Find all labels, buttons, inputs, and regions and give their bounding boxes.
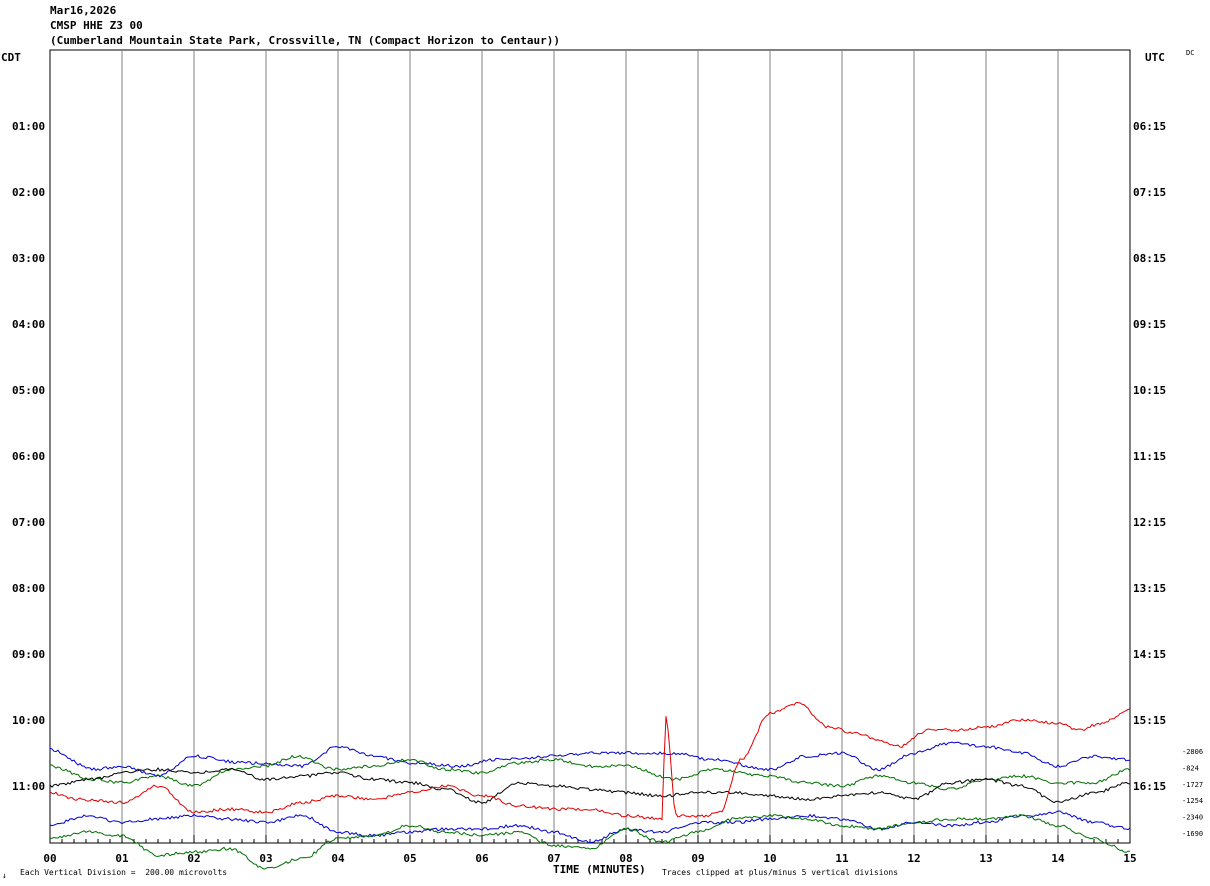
x-tick-label: 12 — [907, 852, 920, 865]
trace-offset-label: -2340 — [1182, 814, 1203, 822]
x-tick-label: 15 — [1123, 852, 1136, 865]
x-tick-label: 10 — [763, 852, 776, 865]
left-hour-label: 11:00 — [12, 780, 45, 793]
x-tick-label: 07 — [547, 852, 560, 865]
x-tick-label: 05 — [403, 852, 416, 865]
seismic-trace — [49, 767, 1131, 804]
left-hour-label: 03:00 — [12, 252, 45, 265]
x-tick-label: 04 — [331, 852, 345, 865]
right-hour-label: 08:15 — [1133, 252, 1166, 265]
right-hour-label: 11:15 — [1133, 450, 1166, 463]
x-tick-label: 14 — [1051, 852, 1065, 865]
right-hour-label: 13:15 — [1133, 582, 1166, 595]
seismic-trace — [49, 810, 1131, 844]
trace-offset-label: -1727 — [1182, 781, 1203, 789]
chart-date: Mar16,2026 — [50, 4, 117, 17]
x-tick-label: 01 — [115, 852, 129, 865]
trace-offset-label: -1690 — [1182, 830, 1203, 838]
left-timezone-label: CDT — [1, 51, 21, 64]
right-hour-label: 16:15 — [1133, 780, 1166, 793]
chart-station: CMSP HHE Z3 00 — [50, 19, 143, 32]
left-hour-label: 08:00 — [12, 582, 45, 595]
left-hour-label: 10:00 — [12, 714, 45, 727]
x-tick-label: 09 — [691, 852, 704, 865]
x-tick-label: 08 — [619, 852, 632, 865]
dc-label: DC — [1186, 49, 1195, 57]
trace-offset-label: -2806 — [1182, 748, 1203, 756]
x-tick-label: 06 — [475, 852, 489, 865]
right-hour-label: 06:15 — [1133, 120, 1166, 133]
left-hour-label: 01:00 — [12, 120, 45, 133]
division-note: Each Vertical Division = 200.00 microvol… — [20, 868, 228, 877]
x-tick-label: 03 — [259, 852, 272, 865]
left-hour-label: 02:00 — [12, 186, 45, 199]
seismic-trace — [49, 741, 1131, 778]
seismic-trace — [49, 754, 1131, 791]
right-hour-label: 15:15 — [1133, 714, 1166, 727]
seismic-trace — [49, 702, 1131, 821]
corner-mark: ↓ — [2, 871, 7, 880]
x-tick-label: 13 — [979, 852, 992, 865]
left-hour-label: 05:00 — [12, 384, 45, 397]
right-hour-label: 10:15 — [1133, 384, 1166, 397]
plot-frame — [49, 49, 1131, 844]
right-hour-label: 14:15 — [1133, 648, 1166, 661]
right-timezone-label: UTC — [1145, 51, 1165, 64]
right-hour-label: 12:15 — [1133, 516, 1166, 529]
x-tick-label: 00 — [43, 852, 56, 865]
chart-location: (Cumberland Mountain State Park, Crossvi… — [50, 34, 560, 47]
right-hour-label: 07:15 — [1133, 186, 1166, 199]
trace-offset-label: -824 — [1182, 764, 1199, 772]
x-tick-label: 11 — [835, 852, 849, 865]
left-hour-label: 04:00 — [12, 318, 45, 331]
right-hour-label: 09:15 — [1133, 318, 1166, 331]
left-hour-label: 07:00 — [12, 516, 45, 529]
trace-offset-label: -1254 — [1182, 797, 1203, 805]
x-tick-label: 02 — [187, 852, 200, 865]
clip-note: Traces clipped at plus/minus 5 vertical … — [662, 868, 899, 877]
x-axis-title: TIME (MINUTES) — [553, 863, 646, 876]
left-hour-label: 06:00 — [12, 450, 45, 463]
seismic-trace — [49, 813, 1131, 870]
left-hour-label: 09:00 — [12, 648, 45, 661]
